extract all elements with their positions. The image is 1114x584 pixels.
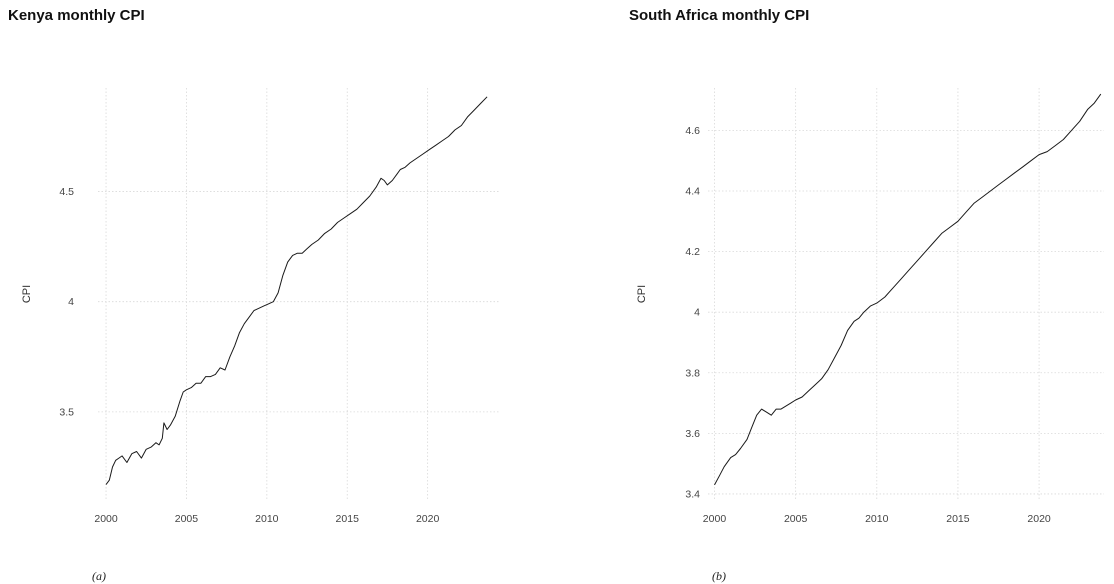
chart-kenya: 2000 2005 2010 2015 2020 3.5 4 4.5 CPI (a) [21, 88, 500, 583]
x-tick-label-2005: 2005 [175, 513, 199, 525]
y-axis-title: CPI [636, 285, 648, 303]
y-tick-label-4: 4 [694, 307, 700, 319]
x-tick-label-2005: 2005 [784, 513, 808, 525]
y-tick-label-4.4: 4.4 [685, 186, 700, 198]
series-line-south-africa-0 [714, 93, 1102, 486]
y-tick-label-4.5: 4.5 [59, 186, 74, 198]
y-tick-label-4.2: 4.2 [685, 246, 700, 258]
chart-south-africa: 2000 2005 2010 2015 2020 3.4 3.6 3.8 4 4.2 4.4 4.6 C… [636, 88, 1104, 583]
x-tick-label-2000: 2000 [703, 513, 727, 525]
y-axis-title: CPI [21, 285, 33, 303]
y-tick-label-4.6: 4.6 [685, 125, 700, 137]
x-tick-label-2020: 2020 [416, 513, 440, 525]
x-tick-label-2000: 2000 [94, 513, 118, 525]
x-tick-label-2015: 2015 [946, 513, 970, 525]
x-tick-label-2015: 2015 [336, 513, 360, 525]
x-tick-label-2020: 2020 [1027, 513, 1051, 525]
chart-title-south-africa: South Africa monthly CPI [629, 7, 810, 24]
x-tick-label-2010: 2010 [865, 513, 889, 525]
y-tick-label-4: 4 [68, 296, 74, 308]
x-tick-label-2010: 2010 [255, 513, 279, 525]
y-tick-label-3.4: 3.4 [685, 488, 700, 500]
y-tick-label-3.8: 3.8 [685, 367, 700, 379]
chart-title-kenya: Kenya monthly CPI [8, 7, 145, 24]
y-tick-label-3.5: 3.5 [59, 406, 74, 418]
panel-caption-south-africa: (b) [712, 569, 726, 583]
y-tick-label-3.6: 3.6 [685, 428, 700, 440]
series-line-kenya-0 [105, 96, 488, 485]
panel-caption-kenya: (a) [92, 569, 106, 583]
